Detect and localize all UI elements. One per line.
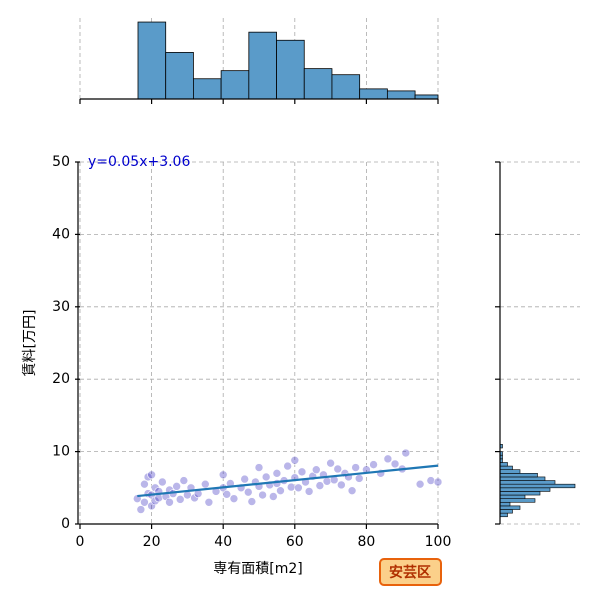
y-hist-bar bbox=[499, 473, 538, 478]
scatter-point bbox=[222, 490, 232, 499]
y-hist-bar bbox=[499, 498, 536, 503]
scatter-point bbox=[172, 482, 181, 491]
scatter-point bbox=[390, 459, 400, 469]
x-hist-bar bbox=[137, 21, 167, 100]
scatter-point bbox=[347, 486, 357, 495]
scatter-point bbox=[254, 463, 264, 472]
scatter-point bbox=[351, 463, 360, 472]
scatter-point bbox=[354, 474, 364, 483]
y-hist-bar bbox=[499, 480, 556, 485]
scatter-point bbox=[261, 472, 271, 482]
scatter-point bbox=[283, 461, 292, 471]
scatter-point bbox=[401, 448, 411, 458]
scatter-point bbox=[286, 482, 296, 492]
scatter-point bbox=[140, 497, 149, 507]
scatter-point bbox=[415, 479, 425, 489]
x-axis-label: 専有面積[m2] bbox=[213, 561, 302, 577]
y-tick-label: 20 bbox=[52, 371, 70, 387]
scatter-point bbox=[218, 470, 228, 480]
scatter-point bbox=[333, 464, 343, 474]
y-hist-bar bbox=[499, 501, 511, 507]
scatter-point bbox=[165, 497, 174, 507]
regression-line bbox=[137, 464, 439, 498]
scatter-point bbox=[304, 487, 314, 496]
scatter-point bbox=[383, 454, 393, 464]
scatter-point bbox=[258, 490, 267, 500]
scatter-point bbox=[269, 492, 278, 501]
x-tick-label: 60 bbox=[286, 534, 304, 550]
y-hist-bar bbox=[499, 465, 513, 470]
scatter-point bbox=[140, 479, 149, 489]
y-hist-bar bbox=[499, 476, 546, 481]
x-hist-bar bbox=[414, 94, 439, 100]
scatter-point bbox=[369, 460, 378, 469]
scatter-point bbox=[337, 480, 346, 490]
y-hist-bar bbox=[499, 487, 551, 492]
scatter-point bbox=[150, 496, 160, 506]
scatter-point bbox=[204, 497, 214, 507]
x-tick-label: 0 bbox=[76, 534, 85, 550]
x-hist-bar bbox=[359, 88, 388, 100]
annotation: 安芸区 bbox=[389, 564, 431, 581]
scatter-point bbox=[315, 481, 325, 490]
scatter-point bbox=[290, 455, 300, 465]
scatter-point bbox=[240, 474, 249, 484]
scatter-point bbox=[322, 476, 332, 486]
y-axis-label: 賃料[万円] bbox=[22, 310, 38, 377]
y-tick-label: 40 bbox=[52, 226, 70, 242]
scatter-point bbox=[311, 465, 321, 475]
scatter-point bbox=[294, 483, 303, 493]
x-tick-label: 20 bbox=[143, 534, 161, 550]
scatter-point bbox=[190, 493, 199, 503]
scatter-point bbox=[247, 497, 257, 506]
y-tick-label: 0 bbox=[61, 516, 70, 532]
y-hist-bar bbox=[499, 483, 576, 489]
scatter-point bbox=[175, 495, 185, 504]
scatter-point bbox=[201, 479, 210, 489]
y-hist-bar bbox=[499, 505, 521, 510]
scatter-point bbox=[158, 477, 167, 487]
x-tick-label: 40 bbox=[214, 534, 232, 550]
x-hist-bar bbox=[248, 31, 277, 100]
scatter-point bbox=[147, 470, 156, 480]
x-hist-bar bbox=[276, 39, 305, 100]
y-tick-label: 10 bbox=[52, 444, 70, 460]
y-hist-bar bbox=[499, 469, 521, 474]
scatter-point bbox=[276, 486, 285, 495]
x-hist-bar bbox=[165, 52, 194, 100]
scatter-point bbox=[150, 483, 160, 493]
x-hist-bar bbox=[193, 78, 222, 100]
x-hist-bar bbox=[386, 90, 416, 100]
scatter-point bbox=[433, 477, 443, 487]
scatter-point bbox=[243, 487, 253, 497]
scatter-point bbox=[136, 505, 146, 514]
x-tick-label: 100 bbox=[425, 534, 452, 550]
x-hist-bar bbox=[303, 68, 333, 100]
y-hist-bar bbox=[499, 494, 526, 499]
y-hist-bar bbox=[499, 509, 513, 514]
y-tick-label: 50 bbox=[52, 154, 70, 170]
scatter-point bbox=[179, 476, 189, 485]
annotation-box bbox=[379, 558, 442, 586]
scatter-point bbox=[426, 476, 436, 485]
x-hist-bar bbox=[331, 74, 361, 100]
y-hist-bar bbox=[499, 462, 508, 467]
scatter-point bbox=[326, 458, 335, 468]
y-tick-label: 30 bbox=[52, 299, 70, 315]
y-hist-bar bbox=[499, 491, 541, 496]
x-tick-label: 80 bbox=[357, 534, 375, 550]
y-hist-bar bbox=[499, 512, 508, 518]
x-hist-bar bbox=[220, 70, 250, 100]
scatter-point bbox=[229, 494, 239, 503]
scatter-point bbox=[297, 467, 307, 477]
regression-label: y=0.05x+3.06 bbox=[88, 154, 190, 170]
scatter-point bbox=[272, 469, 282, 478]
scatter-point bbox=[147, 501, 156, 511]
